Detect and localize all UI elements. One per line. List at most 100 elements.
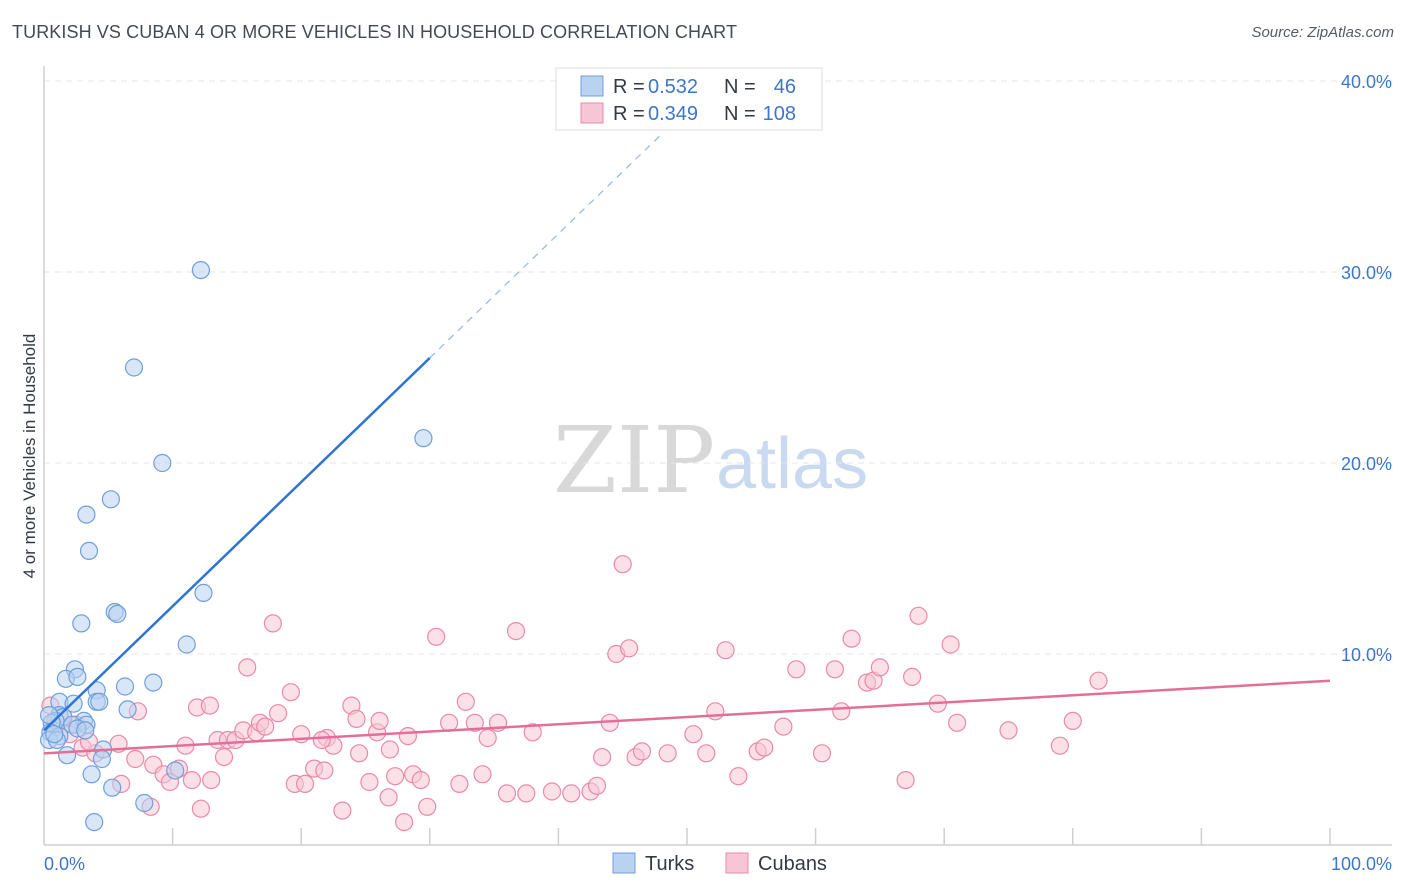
cubans-point-46 bbox=[395, 812, 414, 832]
cubans-point-32 bbox=[296, 774, 315, 794]
cubans-point-96 bbox=[947, 713, 967, 732]
x-tick-label-0: 0.0% bbox=[44, 854, 85, 874]
cubans-point-39 bbox=[347, 709, 366, 729]
x-tick-marks bbox=[171, 828, 1331, 845]
cubans-point-28 bbox=[269, 704, 288, 723]
legend-n-value-turks: 46 bbox=[774, 76, 796, 98]
cubans-point-34 bbox=[315, 761, 334, 780]
turks-point-4 bbox=[101, 490, 121, 509]
cubans-point-63 bbox=[542, 782, 562, 801]
legend-n-label-cubans: N = bbox=[724, 103, 756, 125]
cubans-point-53 bbox=[450, 774, 469, 794]
cubans-point-26 bbox=[256, 717, 275, 736]
cubans-point-62 bbox=[523, 723, 542, 742]
cubans-point-97 bbox=[999, 721, 1018, 740]
turks-point-39 bbox=[166, 761, 185, 780]
cubans-point-105 bbox=[202, 770, 221, 790]
chart-title: TURKISH VS CUBAN 4 OR MORE VEHICLES IN H… bbox=[12, 22, 738, 42]
legend-r-label-cubans: R = bbox=[613, 103, 645, 125]
cubans-point-47 bbox=[398, 726, 417, 746]
turks-trend-extension bbox=[429, 134, 662, 359]
turks-point-45 bbox=[45, 725, 64, 744]
cubans-point-106 bbox=[312, 730, 331, 750]
legend-n-value-cubans: 108 bbox=[763, 103, 796, 125]
y-tick-label-30: 30.0% bbox=[1341, 263, 1392, 283]
turks-point-22 bbox=[118, 700, 137, 719]
turks-point-3 bbox=[414, 429, 433, 448]
cubans-point-14 bbox=[182, 770, 201, 790]
cubans-point-59 bbox=[497, 784, 517, 803]
cubans-point-78 bbox=[716, 641, 735, 660]
turks-point-0 bbox=[191, 261, 210, 280]
legend-r-label-turks: R = bbox=[613, 76, 645, 98]
cubans-point-17 bbox=[200, 696, 219, 715]
cubans-point-82 bbox=[774, 717, 793, 736]
turks-point-7 bbox=[194, 583, 213, 603]
cubans-point-95 bbox=[941, 635, 960, 654]
x-tick-label-100: 100.0% bbox=[1331, 854, 1392, 874]
cubans-point-49 bbox=[411, 770, 430, 790]
cubans-point-87 bbox=[842, 629, 861, 648]
turks-point-5 bbox=[77, 505, 96, 524]
y-tick-label-40: 40.0% bbox=[1341, 72, 1392, 92]
cubans-point-71 bbox=[619, 639, 639, 658]
cubans-point-76 bbox=[697, 744, 716, 763]
trend-lines bbox=[43, 134, 1331, 755]
legend-n-label-turks: N = bbox=[724, 76, 756, 98]
cubans-point-23 bbox=[238, 658, 257, 677]
turks-point-16 bbox=[115, 677, 135, 696]
cubans-point-43 bbox=[370, 711, 389, 731]
cubans-point-55 bbox=[465, 713, 484, 732]
cubans-point-27 bbox=[263, 614, 282, 633]
turks-trend-line bbox=[43, 357, 431, 732]
cubans-point-83 bbox=[787, 660, 806, 679]
cubans-point-60 bbox=[506, 621, 526, 641]
cubans-point-74 bbox=[658, 744, 677, 763]
cubans-point-54 bbox=[456, 692, 475, 711]
turks-point-38 bbox=[92, 749, 112, 769]
cubans-point-29 bbox=[281, 683, 300, 702]
cubans-point-70 bbox=[613, 555, 632, 574]
turks-point-31 bbox=[76, 721, 95, 740]
cubans-point-100 bbox=[1089, 671, 1108, 690]
bottom-legend-label-cubans: Cubans bbox=[758, 853, 827, 875]
cubans-point-56 bbox=[473, 765, 492, 784]
cubans-point-90 bbox=[870, 658, 890, 677]
cubans-point-91 bbox=[896, 770, 915, 790]
turks-point-37 bbox=[57, 746, 77, 765]
cubans-point-16 bbox=[191, 799, 210, 818]
cubans-point-84 bbox=[812, 744, 832, 763]
cubans-point-77 bbox=[706, 702, 725, 721]
turks-point-11 bbox=[177, 635, 196, 654]
turks-point-2 bbox=[153, 453, 172, 473]
cubans-point-64 bbox=[562, 784, 581, 803]
watermark-zip: ZIP bbox=[553, 407, 715, 514]
legend-r-value-cubans: 0.349 bbox=[648, 103, 698, 125]
cubans-point-73 bbox=[632, 742, 652, 761]
series-legend: Turks Cubans bbox=[612, 852, 827, 875]
y-axis-label: 4 or more Vehicles in Household bbox=[20, 334, 39, 579]
turks-point-43 bbox=[85, 812, 104, 832]
cubans-point-81 bbox=[755, 738, 774, 757]
turks-point-44 bbox=[39, 705, 59, 725]
cubans-point-66 bbox=[587, 776, 607, 795]
cubans-point-37 bbox=[333, 801, 352, 820]
cubans-point-61 bbox=[517, 784, 536, 803]
bottom-legend-label-turks: Turks bbox=[645, 853, 694, 875]
cubans-point-92 bbox=[902, 667, 922, 687]
legend-swatch-turks bbox=[580, 75, 604, 97]
bottom-legend-swatch-turks bbox=[612, 852, 636, 874]
cubans-point-67 bbox=[592, 747, 612, 767]
watermark-atlas: atlas bbox=[716, 424, 868, 504]
source-credit: Source: ZipAtlas.com bbox=[1251, 24, 1394, 41]
turks-point-6 bbox=[79, 541, 99, 561]
cubans-point-107 bbox=[380, 740, 399, 759]
y-tick-label-10: 10.0% bbox=[1341, 645, 1392, 665]
cubans-point-75 bbox=[684, 725, 703, 744]
correlation-legend: R = 0.532 N = 46 R = 0.349 N = 108 bbox=[555, 67, 823, 131]
cubans-point-79 bbox=[729, 767, 748, 786]
cubans-point-6 bbox=[126, 749, 145, 769]
cubans-point-44 bbox=[379, 788, 398, 807]
y-tick-label-20: 20.0% bbox=[1341, 454, 1392, 474]
